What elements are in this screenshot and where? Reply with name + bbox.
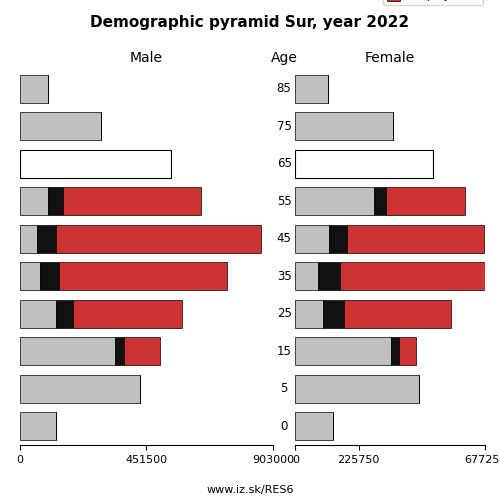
Bar (296, 112, 394, 140)
Bar (318, 262, 340, 290)
Bar (20, 224, 37, 253)
Bar (48, 187, 64, 216)
Bar (329, 224, 347, 253)
Bar (344, 300, 451, 328)
Bar (20, 300, 57, 328)
Bar (56, 300, 73, 328)
Text: 35: 35 (276, 270, 291, 283)
Bar (296, 187, 374, 216)
Bar (56, 224, 261, 253)
Title: Age: Age (270, 50, 297, 64)
Text: 5: 5 (280, 382, 288, 395)
Text: 15: 15 (276, 345, 291, 358)
Bar (296, 224, 329, 253)
Text: 65: 65 (276, 157, 291, 170)
Text: 45: 45 (276, 232, 291, 245)
Legend: inactive, unemployed, employed: inactive, unemployed, employed (382, 0, 483, 6)
Bar (340, 262, 488, 290)
Bar (20, 112, 101, 140)
Bar (296, 74, 328, 103)
Bar (40, 262, 59, 290)
Bar (20, 74, 48, 103)
Bar (59, 262, 228, 290)
Text: 85: 85 (276, 82, 291, 95)
Bar (386, 187, 465, 216)
Title: Female: Female (365, 50, 416, 64)
Bar (296, 337, 390, 366)
Bar (296, 262, 318, 290)
Text: 55: 55 (276, 194, 291, 208)
Text: 75: 75 (276, 120, 291, 132)
Bar (124, 337, 160, 366)
Bar (324, 300, 344, 328)
Bar (20, 374, 140, 403)
Text: Demographic pyramid Sur, year 2022: Demographic pyramid Sur, year 2022 (90, 15, 409, 30)
Bar (20, 262, 40, 290)
Bar (296, 300, 324, 328)
Text: 25: 25 (276, 307, 291, 320)
Bar (20, 150, 171, 178)
Bar (37, 224, 56, 253)
Bar (64, 187, 200, 216)
Title: Male: Male (130, 50, 163, 64)
Bar (20, 412, 57, 440)
Bar (115, 337, 124, 366)
Text: 0: 0 (280, 420, 288, 432)
Bar (296, 412, 333, 440)
Bar (296, 150, 432, 178)
Bar (20, 337, 115, 366)
Bar (390, 337, 399, 366)
Bar (296, 374, 418, 403)
Bar (374, 187, 386, 216)
Text: www.iz.sk/RES6: www.iz.sk/RES6 (206, 485, 294, 495)
Bar (73, 300, 182, 328)
Bar (347, 224, 484, 253)
Bar (20, 187, 48, 216)
Bar (399, 337, 416, 366)
